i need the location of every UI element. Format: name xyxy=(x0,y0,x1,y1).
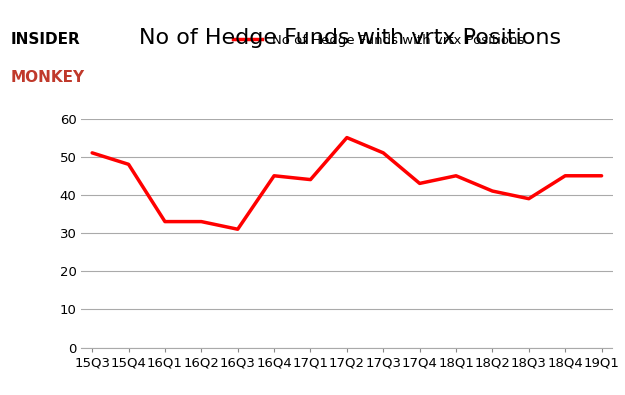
Text: INSIDER: INSIDER xyxy=(11,32,81,47)
Text: MONKEY: MONKEY xyxy=(11,70,85,85)
Text: No of Hedge Funds with vrtx Positions: No of Hedge Funds with vrtx Positions xyxy=(139,28,561,48)
Legend: No of Hedge Funds with vrtx Positions: No of Hedge Funds with vrtx Positions xyxy=(228,29,530,53)
